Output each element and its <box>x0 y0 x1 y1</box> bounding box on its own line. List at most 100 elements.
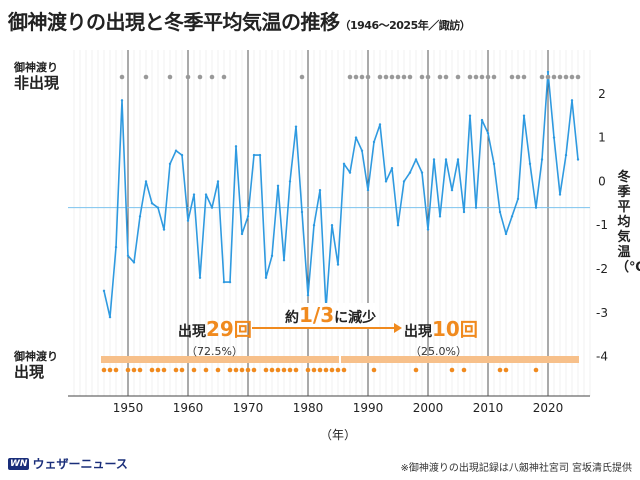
appearance-dot-1958 <box>173 367 179 373</box>
y-tick-label: -4 <box>596 350 608 364</box>
non-appearance-dot-1962 <box>197 74 203 80</box>
appearance-dot-1965 <box>215 367 221 373</box>
appearance-dot-1969 <box>239 367 245 373</box>
x-tick-label: 1950 <box>113 401 144 415</box>
y-axis-label: 冬季平均気温（℃） <box>616 170 640 275</box>
appearance-dot-2013 <box>503 367 509 373</box>
temperature-point-1999 <box>420 171 424 174</box>
temperature-point-2021 <box>552 136 556 139</box>
appearance-dot-1984 <box>329 367 335 373</box>
appearance-dot-2004 <box>449 367 455 373</box>
temperature-point-1962 <box>198 276 202 279</box>
temperature-point-2010 <box>486 132 490 135</box>
appearance-dot-1955 <box>155 367 161 373</box>
temperature-point-1959 <box>180 153 184 157</box>
temperature-point-1955 <box>156 206 160 209</box>
period-band-1 <box>101 356 339 363</box>
appearance-dot-1967 <box>227 367 233 373</box>
appearance-dot-1998 <box>413 367 419 373</box>
temperature-point-1971 <box>252 153 256 157</box>
temperature-point-1993 <box>384 180 388 183</box>
temperature-point-2015 <box>516 197 520 201</box>
temperature-point-2005 <box>456 158 460 161</box>
x-tick-label: 1970 <box>233 401 264 415</box>
appearance-dot-1974 <box>269 367 275 373</box>
temperature-point-1984 <box>330 223 334 227</box>
temperature-point-2011 <box>492 162 496 166</box>
non-appearance-dot-2009 <box>479 74 485 80</box>
chart-title: 御神渡りの出現と冬季平均気温の推移（1946〜2025年／諏訪） <box>8 10 471 34</box>
temperature-point-2002 <box>438 215 442 218</box>
temperature-point-1986 <box>342 162 346 166</box>
x-tick-label: 2020 <box>533 401 564 415</box>
non-appearance-dot-1994 <box>389 74 395 80</box>
appearance-dot-2012 <box>497 367 503 373</box>
temperature-point-2007 <box>468 114 472 117</box>
temperature-point-1974 <box>270 254 274 258</box>
temperature-point-1985 <box>336 263 340 266</box>
non-appearance-dot-2019 <box>539 74 545 80</box>
temperature-point-1951 <box>132 261 136 264</box>
temperature-point-2016 <box>522 114 526 117</box>
temperature-point-2014 <box>510 215 514 218</box>
temperature-point-1973 <box>264 276 268 279</box>
non-appearance-dot-1995 <box>395 74 401 80</box>
temperature-point-2025 <box>576 158 580 161</box>
x-axis-unit: （年） <box>320 428 357 442</box>
temperature-point-2022 <box>558 193 562 196</box>
temperature-point-1953 <box>144 180 148 183</box>
non-appearance-dot-1957 <box>167 74 173 80</box>
temperature-point-2012 <box>498 210 502 214</box>
temperature-point-1995 <box>396 223 400 227</box>
y-tick-label: -2 <box>596 262 608 276</box>
non-appearance-dot-1960 <box>185 74 191 80</box>
appearance-dot-2018 <box>533 367 539 373</box>
x-tick-label: 1980 <box>293 401 324 415</box>
y-tick-label: 2 <box>598 87 606 101</box>
non-appearance-dot-2014 <box>509 74 515 80</box>
appearance-dot-1952 <box>137 367 143 373</box>
decrease-arrow-head <box>394 323 402 333</box>
temperature-point-1978 <box>294 125 298 128</box>
temperature-point-1952 <box>138 215 142 218</box>
annotation-left: 出現29回 <box>178 317 252 341</box>
temperature-point-1946 <box>102 289 106 293</box>
non-appearance-dot-2007 <box>467 74 473 80</box>
temperature-point-1968 <box>234 145 238 148</box>
appearance-dot-1982 <box>317 367 323 373</box>
temperature-point-1981 <box>312 223 316 227</box>
non-appearance-dot-1966 <box>221 74 227 80</box>
non-appearance-dot-1953 <box>143 74 149 80</box>
non-appearance-dot-2022 <box>557 74 563 80</box>
temperature-point-1991 <box>372 140 376 144</box>
y-tick-label: 1 <box>598 131 606 145</box>
temperature-point-2013 <box>504 232 508 236</box>
non-appearance-dot-2020 <box>545 74 551 80</box>
temperature-point-1980 <box>306 294 310 297</box>
non-appearance-dot-1992 <box>377 74 383 80</box>
temperature-point-1990 <box>366 188 370 192</box>
non-appearance-dot-1996 <box>401 74 407 80</box>
appearance-dot-1951 <box>131 367 137 373</box>
non-appearance-dot-1997 <box>407 74 413 80</box>
temperature-point-1964 <box>210 206 214 209</box>
annotation-right: 出現10回 <box>404 317 478 341</box>
temperature-point-1947 <box>108 315 112 319</box>
logo: WN ウェザーニュース <box>8 457 128 471</box>
temperature-point-1992 <box>378 123 382 126</box>
appearance-dot-1971 <box>251 367 257 373</box>
temperature-point-2024 <box>570 99 574 102</box>
temperature-point-1972 <box>258 153 262 157</box>
non-appearance-dot-2000 <box>425 74 431 80</box>
y-tick-label: -3 <box>596 306 608 320</box>
temperature-point-1996 <box>402 180 406 183</box>
temperature-point-1977 <box>288 180 292 183</box>
appearance-dot-1948 <box>113 367 119 373</box>
x-tick-label: 1960 <box>173 401 204 415</box>
temperature-point-1963 <box>204 193 208 196</box>
chart-subtitle: （1946〜2025年／諏訪） <box>339 19 471 32</box>
appearance-dot-1976 <box>281 367 287 373</box>
non-appearance-dot-1964 <box>209 74 215 80</box>
temperature-point-2006 <box>462 210 466 214</box>
